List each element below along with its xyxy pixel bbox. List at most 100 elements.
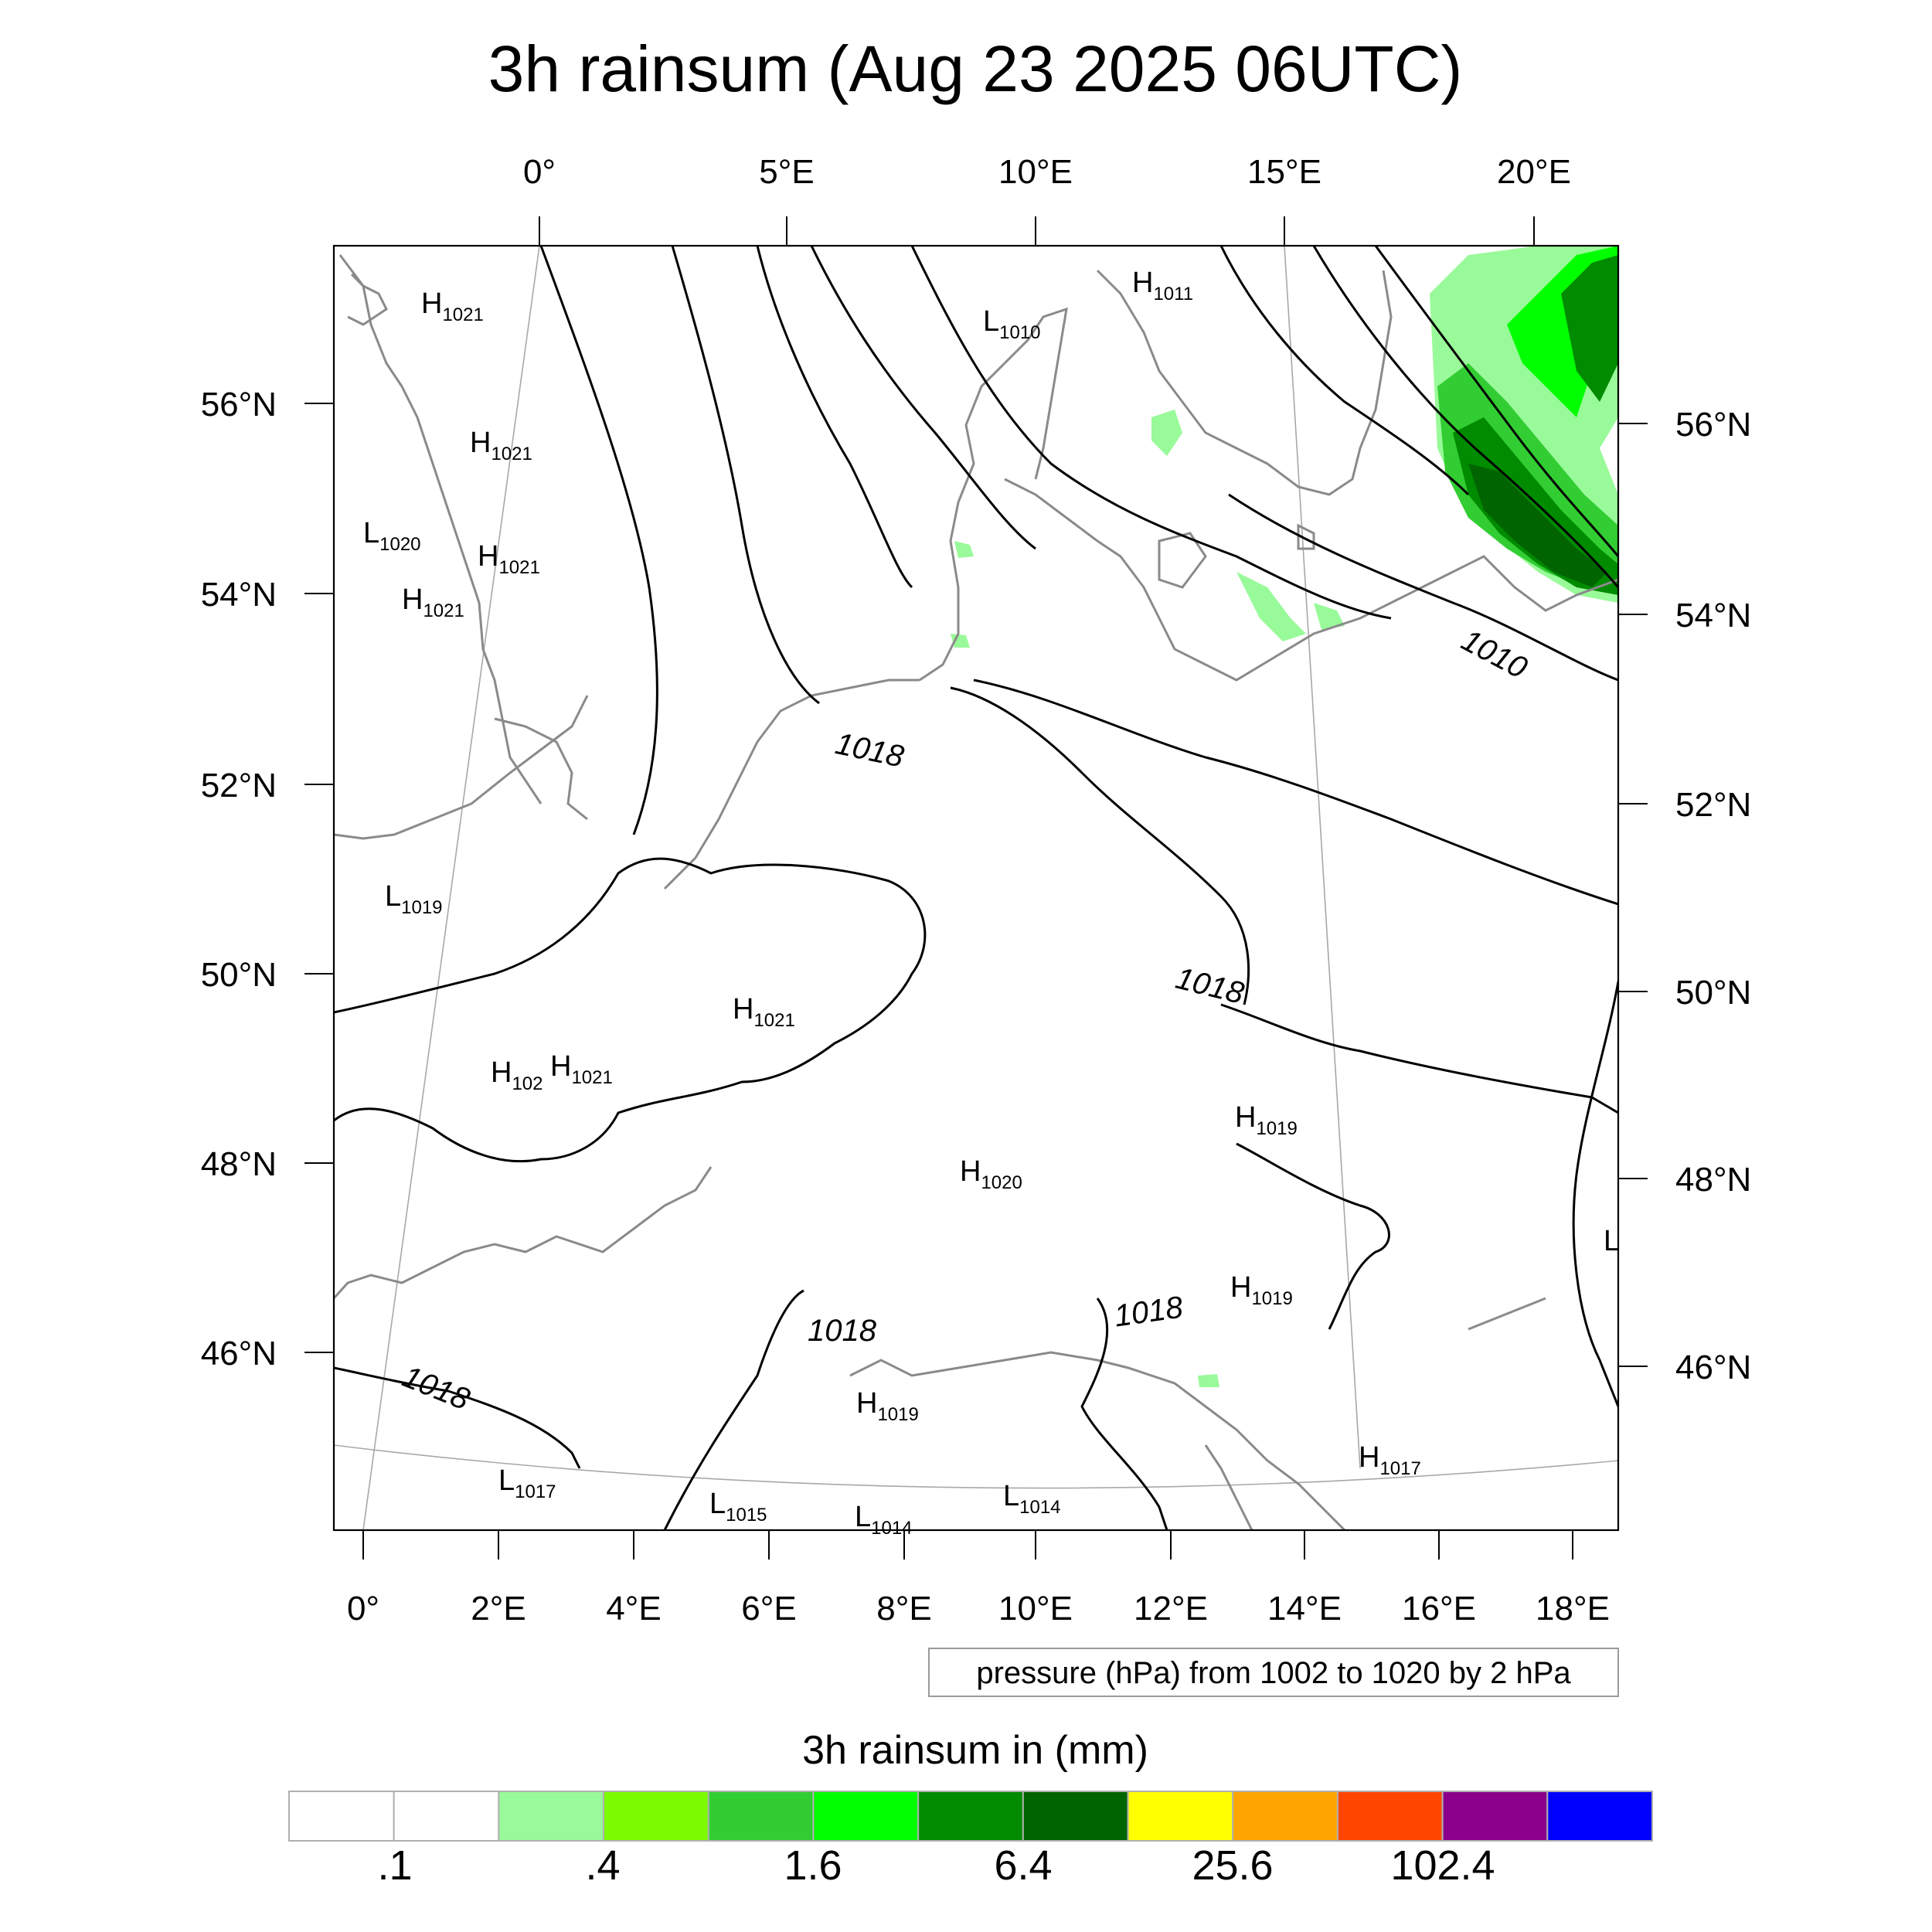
pressure-center-label: H1019 bbox=[856, 1387, 919, 1425]
colorbar-labels: .1 .4 1.6 6.4 25.6 102.4 bbox=[377, 1842, 1495, 1889]
isobar-line bbox=[1080, 1298, 1168, 1530]
pressure-center-label: H1020 bbox=[960, 1155, 1022, 1193]
colorbar-tick-label: 102.4 bbox=[1390, 1842, 1495, 1889]
bottom-lon-label: 18°E bbox=[1536, 1590, 1610, 1628]
top-lon-label: 20°E bbox=[1497, 153, 1571, 191]
colorbar-box bbox=[1441, 1791, 1549, 1842]
pressure-center-label: L1014 bbox=[855, 1501, 913, 1539]
bottom-lon-label: 10°E bbox=[998, 1590, 1073, 1628]
colorbar-box bbox=[498, 1791, 605, 1842]
top-lon-label: 15°E bbox=[1247, 153, 1321, 191]
colorbar-box bbox=[1022, 1791, 1129, 1842]
colorbar-tick-label: 6.4 bbox=[994, 1842, 1052, 1889]
colorbar-box bbox=[1336, 1791, 1444, 1842]
colorbar-box bbox=[603, 1791, 709, 1842]
pressure-centers: H1021 H1021 L1020 H1021 H1021 L1019 H102… bbox=[363, 267, 1620, 1539]
colorbar-box bbox=[393, 1791, 500, 1842]
graticule bbox=[334, 246, 1618, 1530]
pressure-center-label: H1021 bbox=[550, 1050, 613, 1088]
isobars bbox=[334, 246, 1618, 1530]
pressure-center-label: H102 bbox=[491, 1056, 543, 1094]
isobar-line bbox=[810, 246, 1036, 550]
isobar-line bbox=[973, 679, 1618, 906]
top-lon-label: 0° bbox=[523, 153, 556, 191]
rain-patch-small bbox=[1236, 572, 1306, 641]
bottom-lon-label: 6°E bbox=[741, 1590, 796, 1628]
top-lon-label: 5°E bbox=[759, 153, 814, 191]
colorbar-box bbox=[288, 1791, 395, 1842]
rain-patch-small bbox=[1198, 1374, 1219, 1387]
left-lat-axis: 56°N 54°N 52°N 50°N 48°N 46°N bbox=[201, 386, 334, 1372]
isobar-line bbox=[1219, 246, 1470, 496]
bottom-lon-label: 2°E bbox=[471, 1590, 526, 1628]
colorbar-box bbox=[812, 1791, 920, 1842]
pressure-center-label: H1019 bbox=[1235, 1101, 1298, 1139]
left-lat-label: 46°N bbox=[201, 1335, 277, 1372]
left-lat-label: 50°N bbox=[201, 956, 277, 994]
pressure-center-label: L1014 bbox=[1003, 1480, 1061, 1518]
right-lat-label: 50°N bbox=[1675, 974, 1751, 1012]
left-lat-label: 52°N bbox=[201, 767, 277, 804]
left-lat-label: 54°N bbox=[201, 576, 277, 614]
pressure-center-label: L1010 bbox=[983, 305, 1041, 343]
map-area: H1021 H1021 L1020 H1021 H1021 L1019 H102… bbox=[332, 244, 1620, 1539]
contour-value-label: 1018 bbox=[808, 1314, 877, 1348]
rain-patch-small bbox=[1314, 603, 1345, 630]
top-lon-axis: 0° 5°E 10°E 15°E 20°E bbox=[523, 153, 1571, 246]
top-lon-label: 10°E bbox=[998, 153, 1073, 191]
isobar-line bbox=[671, 246, 820, 705]
bottom-lon-label: 8°E bbox=[876, 1590, 931, 1628]
isobar-line bbox=[334, 1366, 581, 1469]
colorbar-box bbox=[1127, 1791, 1234, 1842]
pressure-center-label: H1021 bbox=[470, 427, 532, 464]
bottom-lon-label: 14°E bbox=[1267, 1590, 1342, 1628]
isobar-line bbox=[663, 1289, 804, 1530]
bottom-lon-label: 4°E bbox=[606, 1590, 661, 1628]
colorbar-box bbox=[917, 1791, 1024, 1842]
isobar-line bbox=[910, 246, 1392, 620]
colorbar-box bbox=[1546, 1791, 1654, 1842]
pressure-center-label: L bbox=[1604, 1225, 1620, 1257]
pressure-info-text: pressure (hPa) from 1002 to 1020 by 2 hP… bbox=[976, 1656, 1571, 1690]
colorbar: 3h rainsum in (mm) .1 .4 1.6 6.4 25.6 10… bbox=[288, 1728, 1654, 1889]
right-lat-label: 56°N bbox=[1675, 406, 1751, 444]
right-lat-label: 54°N bbox=[1675, 597, 1751, 634]
pressure-center-label: H1021 bbox=[733, 993, 795, 1031]
pressure-center-label: H1021 bbox=[421, 287, 484, 325]
bottom-lon-label: 0° bbox=[347, 1590, 379, 1628]
pressure-center-label: L1019 bbox=[385, 880, 443, 918]
map-title: 3h rainsum (Aug 23 2025 06UTC) bbox=[488, 32, 1463, 105]
isobar-line bbox=[1572, 981, 1618, 1407]
colorbar-box bbox=[1232, 1791, 1338, 1842]
isobar-line bbox=[539, 246, 658, 835]
rain-patch-north-dark bbox=[1561, 255, 1618, 402]
isobar-line bbox=[334, 857, 927, 1163]
pressure-center-label: L1020 bbox=[363, 517, 421, 555]
bottom-lon-label: 16°E bbox=[1402, 1590, 1476, 1628]
right-lat-label: 52°N bbox=[1675, 786, 1751, 824]
pressure-center-label: H1019 bbox=[1230, 1271, 1293, 1309]
pressure-center-label: H1021 bbox=[478, 540, 540, 578]
rain-patch-darkest bbox=[1468, 464, 1607, 587]
pressure-center-label: L1017 bbox=[498, 1464, 556, 1502]
colorbar-tick-label: .4 bbox=[585, 1842, 620, 1889]
isobar-line bbox=[1312, 246, 1618, 588]
isobar-line bbox=[756, 246, 913, 589]
colorbar-tick-label: .1 bbox=[377, 1842, 412, 1889]
pressure-info-box: pressure (hPa) from 1002 to 1020 by 2 hP… bbox=[928, 1648, 1619, 1697]
isobar-line bbox=[1236, 1142, 1390, 1330]
isobar-line bbox=[950, 686, 1250, 1005]
coastlines bbox=[334, 254, 1618, 1530]
right-lat-axis: 56°N 54°N 52°N 50°N 48°N 46°N bbox=[1618, 406, 1751, 1386]
left-lat-label: 48°N bbox=[201, 1145, 277, 1183]
isobar-line bbox=[1374, 246, 1618, 557]
colorbar-box bbox=[707, 1791, 815, 1842]
left-lat-label: 56°N bbox=[201, 386, 277, 423]
rain-patch-small bbox=[954, 541, 974, 558]
right-lat-label: 46°N bbox=[1675, 1349, 1751, 1386]
map-frame bbox=[332, 244, 1620, 1532]
pressure-center-label: H1011 bbox=[1132, 267, 1193, 304]
isobar-line bbox=[1220, 1003, 1618, 1114]
pressure-center-label: H1021 bbox=[402, 583, 464, 621]
